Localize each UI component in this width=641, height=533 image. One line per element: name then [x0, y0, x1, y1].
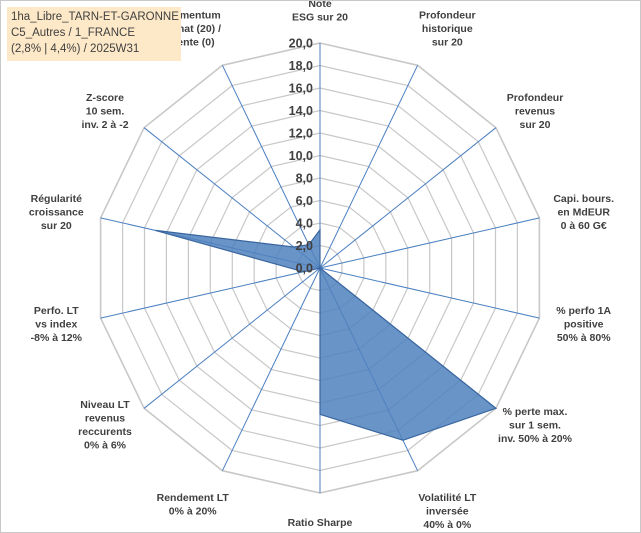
tick-label: 8,0 [296, 172, 313, 186]
spoke-line [221, 65, 321, 269]
chart-period-line: (2,8% | 4,4%) / 2025W31 [11, 43, 140, 55]
tick-label: 16,0 [289, 82, 313, 96]
tick-label: 6,0 [296, 194, 313, 208]
category-label: Profondeur historique sur 20 [419, 10, 476, 49]
category-label: Ratio Sharpe0 à 1 [288, 517, 353, 532]
tick-label: 18,0 [289, 59, 313, 73]
chart-subtitle-line: C5_Autres / 1_FRANCE [11, 27, 135, 39]
spoke-line [319, 267, 540, 319]
spoke-line [143, 127, 321, 269]
category-label: % perfo 1A positive 50% à 80% [556, 305, 611, 344]
category-label: Profondeur revenus sur 20 [507, 92, 564, 131]
spoke-line [143, 267, 321, 409]
category-label: Z-score 10 sem. inv. 2 à -2 [81, 92, 128, 131]
radial-tick-labels: 0,0 2,0 4,0 6,0 8,0 10,0 12,0 14,0 16,0 18,0 20,0 [289, 37, 313, 276]
spoke-line [319, 217, 540, 269]
tick-label: 14,0 [289, 104, 313, 118]
category-label: Régularité croissance sur 20 [29, 193, 84, 232]
spoke-line [100, 267, 321, 319]
spoke-line [319, 127, 497, 269]
spoke-line [221, 267, 321, 471]
radar-series [155, 228, 498, 441]
tick-label: 20,0 [289, 37, 313, 51]
category-label: Volatilité LT inversée 40% à 0% [418, 492, 477, 531]
category-label: Capi. bours. en MdEUR 0 à 60 G€ [553, 193, 614, 232]
series-area [155, 228, 498, 441]
category-label: % perte max. sur 1 sem. inv. 50% à 20% [498, 406, 573, 445]
tick-label: 12,0 [289, 127, 313, 141]
chart-title-box: 1ha_Libre_TARN-ET-GARONNE C5_Autres / 1_… [7, 7, 181, 61]
category-labels: Note ESG sur 20 Profondeur historique sur 20… [29, 1, 614, 532]
tick-label: 4,0 [296, 217, 313, 231]
spoke-line [319, 65, 419, 269]
chart-title-line: 1ha_Libre_TARN-ET-GARONNE [11, 11, 179, 23]
tick-label: 0,0 [296, 262, 313, 276]
category-label: Rendement LT 0% à 20% [157, 492, 230, 518]
category-label: Niveau LT revenus reccurents 0% à 6% [78, 399, 132, 452]
category-label: Perfo. LT vs index -8% à 12% [31, 305, 83, 344]
tick-label: 10,0 [289, 149, 313, 163]
category-label: Note ESG sur 20 [292, 1, 348, 24]
tick-label: 2,0 [296, 239, 313, 253]
